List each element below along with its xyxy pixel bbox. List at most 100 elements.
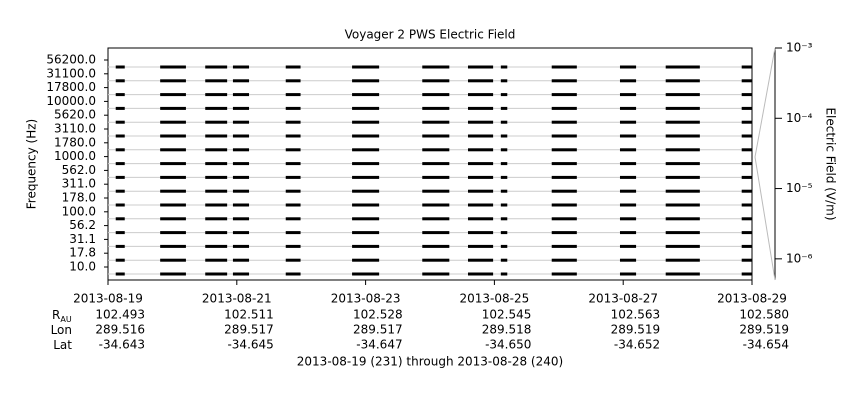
connector [754,47,776,158]
trace-segment [115,203,125,207]
ephemeris-value: 289.519 [739,323,789,337]
trace-segment [619,203,637,207]
trace-segment [500,217,508,221]
trace-segment [467,148,494,152]
chart-title: Voyager 2 PWS Electric Field [345,28,516,42]
trace-segment [160,217,186,221]
trace-segment [741,162,752,166]
trace-segment [115,189,125,193]
trace-segment [741,189,752,193]
trace-segment [422,272,450,276]
trace-segment [665,258,700,262]
trace-segment [665,93,700,97]
trace-segment [500,231,508,235]
trace-segment [205,148,228,152]
trace-segment [551,175,577,179]
trace-segment [352,203,380,207]
trace-segment [500,93,508,97]
trace-segment [619,162,637,166]
trace-segment [619,65,637,69]
y-tick-label: 100.0 [62,204,96,218]
trace-segment [352,148,380,152]
trace-segment [160,148,186,152]
trace-segment [500,203,508,207]
trace-segment [205,272,228,276]
trace-segment [160,134,186,138]
trace-segment [551,93,577,97]
trace-segment [665,120,700,124]
trace-segment [619,189,637,193]
trace-segment [619,217,637,221]
trace-segment [422,231,450,235]
trace-segment [205,244,228,248]
trace-segment [115,134,125,138]
trace-segment [500,148,508,152]
trace-segment [619,93,637,97]
ephemeris-value: -34.654 [743,338,789,352]
trace-segment [619,175,637,179]
trace-segment [232,272,250,276]
trace-segment [665,162,700,166]
trace-segment [205,162,228,166]
trace-segment [467,106,494,110]
trace-segment [665,217,700,221]
trace-segment [500,120,508,124]
trace-segment [500,189,508,193]
trace-segment [285,189,301,193]
trace-segment [352,65,380,69]
trace-segment [551,134,577,138]
trace-segment [160,93,186,97]
trace-segment [285,272,301,276]
trace-segment [285,148,301,152]
trace-segment [285,134,301,138]
trace-segment [285,106,301,110]
trace-segment [500,162,508,166]
trace-segment [205,175,228,179]
trace-segment [160,272,186,276]
trace-segment [741,175,752,179]
trace-segment [205,93,228,97]
trace-segment [115,258,125,262]
ephemeris-value: -34.643 [99,338,145,352]
trace-segment [232,189,250,193]
trace-segment [160,79,186,83]
y-tick-label: 56200.0 [46,53,96,67]
connector [754,156,776,281]
trace-segment [205,203,228,207]
ephemeris-value: 102.563 [611,308,661,322]
trace-segment [160,175,186,179]
trace-segment [352,134,380,138]
trace-segment [741,148,752,152]
trace-segment [115,231,125,235]
ephemeris-label-text: Lat [53,338,72,352]
trace-segment [160,189,186,193]
y2-tick-label: 10⁻⁵ [786,181,813,195]
trace-segment [467,93,494,97]
trace-segment [741,217,752,221]
y-tick-label: 3110.0 [54,122,96,136]
trace-segment [115,244,125,248]
trace-segment [352,93,380,97]
trace-segment [285,120,301,124]
trace-segment [665,189,700,193]
trace-segment [467,65,494,69]
trace-segment [619,272,637,276]
ephemeris-value: 102.580 [739,308,789,322]
trace-segment [205,65,228,69]
trace-segment [285,162,301,166]
trace-segment [160,65,186,69]
ephemeris-label-sub: AU [60,315,71,324]
trace-segment [285,244,301,248]
trace-segment [500,106,508,110]
trace-segment [500,272,508,276]
trace-segment [467,231,494,235]
ephemeris-value: 289.518 [482,323,532,337]
trace-segment [422,258,450,262]
y-tick-label: 10000.0 [46,94,96,108]
trace-segment [115,272,125,276]
x-tick-label: 2013-08-19 [73,292,143,306]
ephemeris-label: Lon [51,323,72,337]
trace-segment [551,148,577,152]
trace-segment [551,231,577,235]
